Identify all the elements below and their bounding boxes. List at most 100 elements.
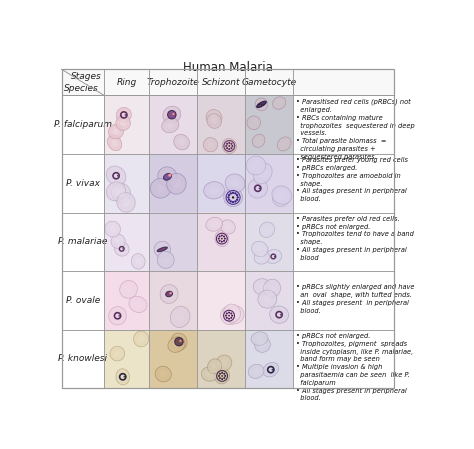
Ellipse shape xyxy=(263,295,272,303)
Bar xyxy=(149,212,197,271)
Ellipse shape xyxy=(254,251,269,264)
Bar xyxy=(62,69,394,96)
Circle shape xyxy=(263,104,264,105)
Ellipse shape xyxy=(270,253,277,260)
Ellipse shape xyxy=(253,279,272,295)
Ellipse shape xyxy=(111,139,118,146)
Text: P. falciparum: P. falciparum xyxy=(54,120,112,129)
Ellipse shape xyxy=(263,362,279,377)
Circle shape xyxy=(219,240,220,242)
Ellipse shape xyxy=(164,173,172,180)
Ellipse shape xyxy=(222,139,237,154)
Ellipse shape xyxy=(225,312,233,320)
Circle shape xyxy=(117,175,118,176)
Circle shape xyxy=(230,317,232,319)
Circle shape xyxy=(226,313,228,314)
Ellipse shape xyxy=(256,335,264,342)
Ellipse shape xyxy=(135,258,141,265)
Ellipse shape xyxy=(114,350,121,357)
Ellipse shape xyxy=(111,183,131,202)
Circle shape xyxy=(261,104,262,105)
Circle shape xyxy=(259,188,260,189)
Text: • pRBCs not enlarged.
• Trophozoites, pigment  spreads
  inside cytoplasm, like : • pRBCs not enlarged. • Trophozoites, pi… xyxy=(296,333,413,401)
Bar xyxy=(149,271,197,330)
Ellipse shape xyxy=(256,246,264,252)
Ellipse shape xyxy=(255,98,268,111)
Circle shape xyxy=(228,198,230,201)
Ellipse shape xyxy=(210,221,218,227)
Bar xyxy=(245,271,293,330)
Circle shape xyxy=(170,292,172,295)
Circle shape xyxy=(234,192,237,194)
Circle shape xyxy=(217,233,227,244)
Circle shape xyxy=(230,313,232,314)
Ellipse shape xyxy=(277,137,291,151)
Ellipse shape xyxy=(156,184,165,193)
Ellipse shape xyxy=(268,284,276,292)
Ellipse shape xyxy=(219,372,226,379)
Ellipse shape xyxy=(155,366,171,382)
Bar xyxy=(104,330,149,388)
Ellipse shape xyxy=(276,100,282,106)
Circle shape xyxy=(218,375,220,377)
Ellipse shape xyxy=(109,124,124,139)
Circle shape xyxy=(228,148,230,150)
Circle shape xyxy=(232,192,234,194)
Ellipse shape xyxy=(173,134,190,150)
Ellipse shape xyxy=(105,221,120,237)
Ellipse shape xyxy=(118,246,125,252)
Ellipse shape xyxy=(208,359,222,374)
Ellipse shape xyxy=(265,250,282,264)
Ellipse shape xyxy=(162,118,179,133)
Ellipse shape xyxy=(120,119,127,126)
Ellipse shape xyxy=(163,172,172,181)
Circle shape xyxy=(218,238,220,240)
Ellipse shape xyxy=(163,106,181,123)
Ellipse shape xyxy=(170,306,190,327)
Ellipse shape xyxy=(112,172,120,180)
Circle shape xyxy=(219,377,221,379)
Ellipse shape xyxy=(221,220,235,234)
Circle shape xyxy=(226,190,240,204)
Bar xyxy=(104,154,149,212)
Ellipse shape xyxy=(116,107,131,122)
Circle shape xyxy=(237,196,239,198)
Circle shape xyxy=(224,141,235,151)
Bar xyxy=(197,212,245,271)
Circle shape xyxy=(122,248,124,250)
Circle shape xyxy=(236,194,238,196)
Ellipse shape xyxy=(168,337,185,352)
Bar xyxy=(197,330,245,388)
Ellipse shape xyxy=(111,234,125,248)
Ellipse shape xyxy=(225,174,245,193)
Ellipse shape xyxy=(224,188,242,207)
Circle shape xyxy=(228,312,230,313)
Ellipse shape xyxy=(160,370,167,378)
Ellipse shape xyxy=(157,251,174,269)
Ellipse shape xyxy=(211,118,218,124)
Ellipse shape xyxy=(215,368,229,384)
Ellipse shape xyxy=(259,169,267,178)
Ellipse shape xyxy=(210,186,219,194)
Ellipse shape xyxy=(115,238,121,245)
Ellipse shape xyxy=(259,341,266,348)
Ellipse shape xyxy=(267,366,274,373)
Ellipse shape xyxy=(204,182,225,199)
Text: Ring: Ring xyxy=(117,78,137,87)
Circle shape xyxy=(219,373,221,375)
Ellipse shape xyxy=(159,246,166,253)
Bar xyxy=(245,96,293,154)
Bar xyxy=(245,212,293,271)
Ellipse shape xyxy=(275,311,283,318)
Ellipse shape xyxy=(172,179,181,189)
Ellipse shape xyxy=(106,166,126,185)
Circle shape xyxy=(168,110,176,119)
Ellipse shape xyxy=(255,337,270,352)
Circle shape xyxy=(236,198,238,201)
Ellipse shape xyxy=(106,182,126,201)
Ellipse shape xyxy=(138,335,145,343)
Ellipse shape xyxy=(220,359,228,366)
Ellipse shape xyxy=(160,285,178,304)
Ellipse shape xyxy=(168,111,176,119)
Ellipse shape xyxy=(157,247,167,252)
